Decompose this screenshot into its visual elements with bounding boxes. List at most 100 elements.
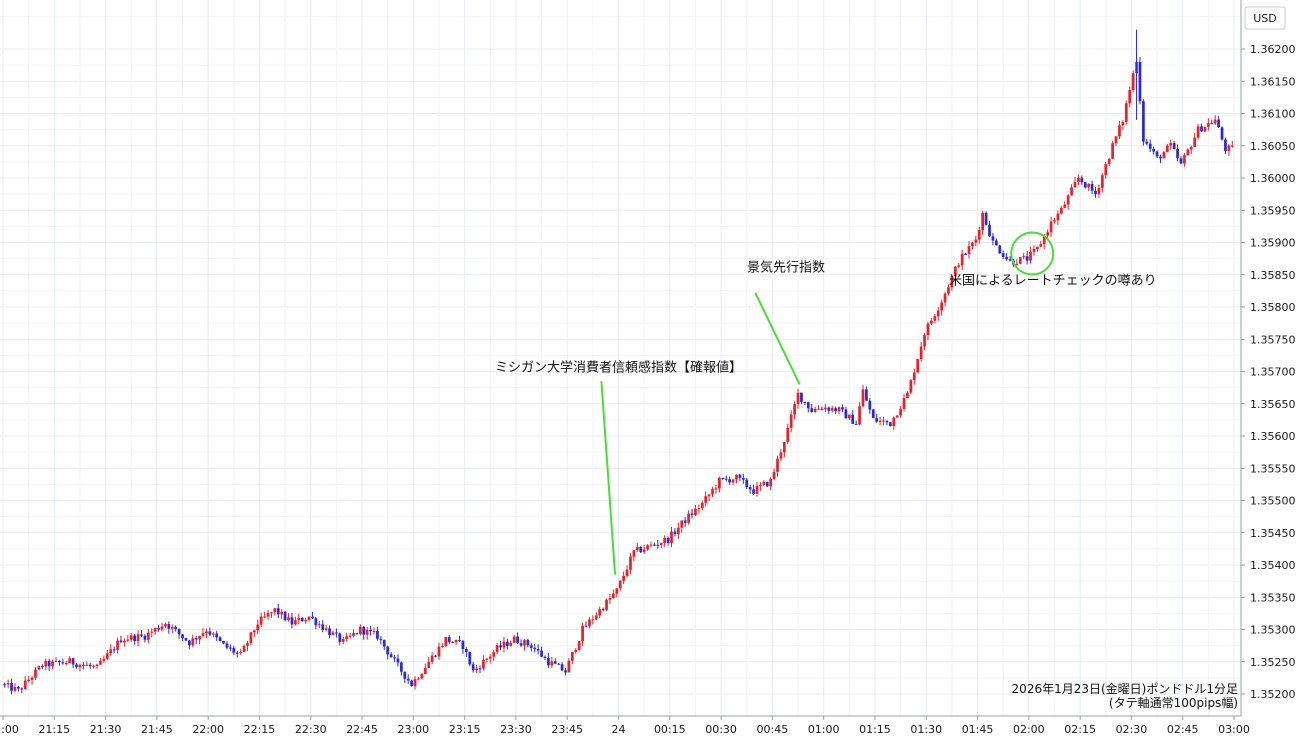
- candle-body: [971, 242, 974, 247]
- candle-body: [666, 537, 670, 543]
- candle-body: [242, 645, 246, 652]
- candle-body: [54, 660, 58, 662]
- candle-body: [81, 664, 85, 666]
- candle-body: [851, 414, 855, 424]
- candle-body: [1148, 143, 1152, 149]
- x-tick-label: 01:00: [808, 723, 840, 736]
- candle-body: [612, 593, 615, 599]
- candle-body: [543, 656, 547, 658]
- candle-body: [553, 661, 557, 664]
- candle-body: [1152, 148, 1156, 152]
- candle-body: [1193, 137, 1197, 147]
- y-tick-label: 1.36200: [1250, 43, 1296, 56]
- chart-caption-line2: (タテ軸通常100pips幅): [1109, 695, 1238, 710]
- candle-body: [506, 641, 509, 646]
- candle-body: [1083, 182, 1087, 188]
- candle-body: [567, 660, 571, 673]
- y-tick-label: 1.36000: [1250, 172, 1296, 185]
- candle-body: [1097, 187, 1101, 195]
- y-tick-label: 1.35750: [1250, 333, 1296, 346]
- candle-body: [341, 639, 345, 642]
- candle-body: [222, 640, 225, 644]
- candle-body: [998, 245, 1002, 254]
- candle-body: [362, 626, 366, 635]
- candle-body: [71, 658, 75, 665]
- candle-body: [1186, 149, 1190, 156]
- candle-body: [399, 662, 403, 672]
- candle-body: [140, 634, 143, 636]
- x-tick-label: 23:15: [449, 723, 481, 736]
- candle-body: [430, 655, 434, 662]
- candle-body: [266, 613, 270, 617]
- candle-body: [1138, 61, 1142, 102]
- candle-body: [58, 660, 61, 663]
- x-tick-label: 22:15: [244, 723, 276, 736]
- candle-body: [1001, 253, 1005, 258]
- candle-body: [1036, 246, 1039, 250]
- annotation-2-label: 景気先行指数: [747, 260, 825, 276]
- candle-body: [875, 418, 879, 422]
- candle-body: [1176, 148, 1179, 159]
- candle-body: [598, 609, 602, 616]
- candle-body: [461, 640, 465, 650]
- annotation-2-leader-line: [754, 292, 801, 385]
- currency-unit-box[interactable]: [1244, 6, 1286, 30]
- candle-body: [615, 588, 619, 594]
- candle-body: [150, 631, 154, 633]
- candle-body: [464, 649, 468, 653]
- x-tick-label: 01:45: [962, 723, 994, 736]
- x-axis: 21:00 21:15 21:30 21:45 22:00 22:15 22:30 22:45…: [0, 716, 1250, 736]
- candle-body: [194, 638, 198, 640]
- candle-body: [789, 414, 793, 428]
- candle-body: [988, 224, 991, 237]
- candle-body: [1080, 177, 1084, 183]
- candle-body: [837, 407, 841, 412]
- x-tick-label: 00:15: [654, 723, 686, 736]
- candle-body: [509, 642, 513, 646]
- candle-body: [1070, 187, 1073, 196]
- candle-body: [215, 633, 219, 638]
- candle-body: [304, 619, 307, 622]
- candle-body: [1053, 220, 1056, 222]
- candle-body: [605, 599, 608, 610]
- candle-body: [502, 641, 506, 648]
- candle-body: [92, 666, 95, 668]
- candle-body: [403, 671, 407, 679]
- x-tick-label: 02:00: [1013, 723, 1045, 736]
- candle-body: [519, 643, 523, 646]
- y-tick-label: 1.35300: [1250, 624, 1296, 637]
- candle-body: [629, 556, 632, 570]
- candle-body: [957, 265, 961, 267]
- candle-body: [1142, 101, 1145, 142]
- candle-body: [1063, 204, 1067, 208]
- candle-body: [1094, 190, 1097, 195]
- candle-body: [85, 664, 89, 666]
- candle-body: [1100, 175, 1104, 188]
- candle-body: [1220, 127, 1224, 140]
- candle-body: [427, 661, 431, 668]
- candle-body: [1008, 259, 1012, 261]
- y-tick-label: 1.36150: [1250, 75, 1296, 88]
- candle-body: [369, 629, 372, 632]
- candle-body: [670, 531, 673, 543]
- candle-body: [878, 420, 882, 422]
- candle-body: [865, 389, 868, 401]
- candle-body: [759, 484, 762, 486]
- candle-body: [454, 639, 458, 643]
- candle-body: [683, 520, 687, 523]
- candle-body: [793, 404, 796, 415]
- candle-body: [389, 654, 393, 658]
- candle-body: [570, 652, 574, 661]
- y-tick-label: 1.35500: [1250, 495, 1296, 508]
- x-tick-label: 01:30: [910, 723, 942, 736]
- candle-body: [40, 666, 44, 668]
- candle-body: [632, 550, 636, 557]
- candle-body: [1049, 221, 1053, 233]
- candle-body: [933, 316, 937, 321]
- candle-body: [458, 639, 461, 641]
- candle-body: [830, 408, 834, 411]
- candle-body: [276, 608, 280, 615]
- candle-body: [581, 625, 584, 642]
- candle-body: [499, 645, 502, 648]
- candle-body: [533, 647, 537, 650]
